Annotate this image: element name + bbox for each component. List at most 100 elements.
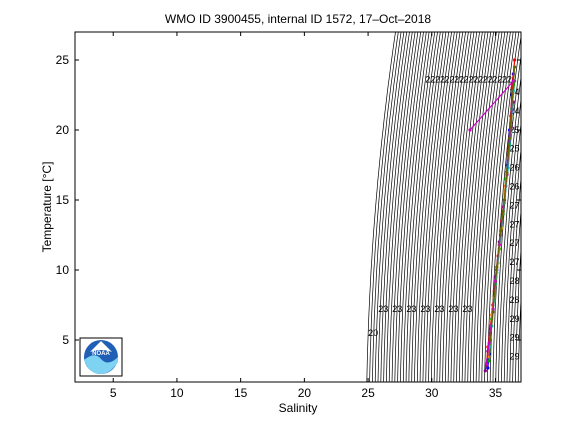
data-point [499,229,503,233]
contour-label: 23 [420,304,430,314]
isopycnal-line [388,32,419,382]
contour-label: 26 [510,182,520,192]
x-axis: 5 10 15 20 25 30 35 [110,32,503,400]
contour-label: 27 [510,219,520,229]
isopycnal-line [524,32,553,382]
isopycnal-line [515,244,521,382]
isopycnal-line [411,32,441,382]
chart-title: WMO ID 3900455, internal ID 1572, 17–Oct… [165,12,431,26]
isopycnal-line [487,32,517,382]
data-point [505,171,509,175]
x-tick-label: 10 [170,386,184,400]
isopycnal-line [456,32,486,382]
isopycnal-line [444,32,475,382]
y-tick-label: 25 [56,53,70,67]
plot-frame [74,31,522,383]
isopycnal-line [509,174,521,382]
contour-label: 23 [392,304,402,314]
isopycnal-line [527,32,556,382]
x-tick-label: 5 [110,386,117,400]
isopycnal-line [425,32,455,382]
data-point [491,310,495,314]
isopycnal-line [467,32,497,382]
isopycnal-line [402,32,433,382]
isopycnal-line [377,32,408,382]
data-point [487,341,491,345]
x-tick-label: 20 [298,386,312,400]
contour-label: 22 [425,74,435,84]
isopycnal-line [372,32,402,382]
x-tick-label: 30 [425,386,439,400]
y-tick-label: 5 [62,333,69,347]
isopycnal-line [472,32,503,382]
isopycnal-line [453,32,483,382]
data-point [501,209,505,213]
y-axis-label: Temperature [°C] [40,162,54,253]
logo-bird [90,341,112,352]
contour-label: 24 [510,87,520,97]
isopycnal-line [520,366,521,382]
data-point [468,128,472,132]
contour-label: 27 [510,257,520,267]
isopycnal-line [481,32,511,382]
contour-label: 22 [445,74,455,84]
isopycnal-line [461,32,492,382]
contour-label: 29 [510,333,520,343]
isopycnal-line [478,32,508,382]
y-tick-label: 20 [56,123,70,137]
data-point [513,58,517,62]
isopycnal-line [366,32,396,382]
isopycnal-line [428,32,458,382]
data-point [487,359,491,363]
data-point [513,65,517,69]
isopycnal-line [442,32,472,382]
isopycnal-line [422,32,452,382]
isopycnal-line [458,32,489,382]
isopycnal-line [391,32,422,382]
contour-label: 26 [510,163,520,173]
isopycnal-line [430,32,461,382]
isopycnal-line [439,32,469,382]
isopycnal-line [470,32,500,382]
isopycnal-line [475,32,506,382]
contour-label: 22 [464,74,474,84]
isopycnal-line [433,32,464,382]
y-axis: 5 10 15 20 25 [56,53,521,347]
isopycnal-line [400,32,430,382]
contour-label: 27 [510,238,520,248]
y-tick-label: 10 [56,263,70,277]
contour-label: 20 [368,328,378,338]
contour-label: 22 [492,74,502,84]
isopycnal-line [369,32,399,382]
contour-label: 23 [462,304,472,314]
data-point [483,369,487,373]
isopycnal-line [501,96,521,382]
contour-label: 22 [483,74,493,84]
x-axis-label: Salinity [279,401,318,415]
isopycnal-line [383,32,413,382]
isopycnal-line [419,32,450,382]
isopycnal-line [436,32,466,382]
data-point [486,366,490,370]
contour-label: 23 [378,304,388,314]
isopycnal-line [394,32,424,382]
contour-label: 22 [454,74,464,84]
data-point [484,362,489,366]
contour-label: 23 [406,304,416,314]
contour-label: 23 [434,304,444,314]
data-point [495,265,499,269]
isopycnal-line [416,32,447,382]
contour-label: 29 [510,352,520,362]
series-line-7 [489,66,516,341]
isopycnal-line [408,32,438,382]
isopycnal-line [380,32,410,382]
data-point [488,338,493,342]
contour-label: 23 [448,304,458,314]
density-contours [366,32,556,382]
contour-label: 22 [435,74,445,84]
logo-text: NOAA [92,351,110,357]
isopycnal-line [447,32,478,382]
data-series [468,58,517,373]
